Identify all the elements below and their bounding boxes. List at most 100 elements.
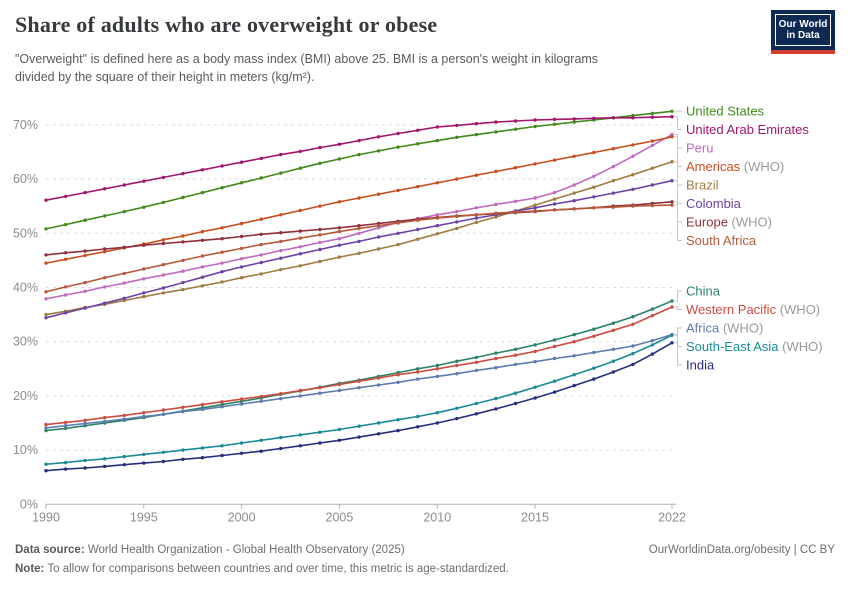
note-text: To allow for comparisons between countri… (44, 563, 509, 575)
series-label-western-pacific-who[interactable]: Western Pacific (WHO) (686, 302, 820, 317)
series-label-brazil[interactable]: Brazil (686, 178, 719, 193)
data-point-china (416, 367, 420, 371)
data-point-europe-who (103, 247, 107, 251)
data-point-united-arab-emirates (63, 194, 68, 199)
data-point-south-africa (396, 221, 400, 225)
data-point-india (44, 469, 48, 473)
data-point-europe-who (318, 227, 322, 232)
series-line-united-states[interactable] (45, 110, 673, 230)
data-point-united-states (357, 152, 361, 157)
data-point-india (670, 341, 674, 345)
x-tick-label: 1995 (130, 510, 158, 524)
data-point-peru (592, 174, 596, 178)
data-point-south-east-asia-who (220, 444, 224, 448)
data-point-united-states (83, 218, 87, 222)
data-point-south-east-asia-who (494, 396, 498, 401)
data-point-africa-who (357, 386, 361, 390)
data-point-colombia (142, 291, 146, 295)
data-point-europe-who (259, 232, 263, 236)
data-point-peru (63, 293, 68, 297)
series-line-south-africa[interactable] (45, 204, 673, 293)
data-point-western-pacific-who (337, 382, 342, 387)
data-point-colombia (122, 296, 127, 300)
series-label-united-arab-emirates[interactable]: United Arab Emirates (686, 122, 809, 137)
data-point-brazil (533, 203, 537, 207)
data-point-colombia (611, 191, 615, 195)
data-point-colombia (259, 260, 263, 265)
data-point-western-pacific-who (200, 402, 205, 407)
data-point-europe-who (63, 251, 68, 255)
data-point-western-pacific-who (318, 386, 322, 390)
x-tick-label: 2022 (658, 510, 686, 524)
series-line-brazil[interactable] (45, 160, 673, 316)
data-point-europe-who (220, 237, 224, 241)
data-point-africa-who (494, 366, 498, 370)
data-point-americas-who (670, 135, 674, 139)
data-point-united-arab-emirates (142, 179, 146, 183)
data-point-brazil (259, 272, 263, 276)
chart-note: Note: To allow for comparisons between c… (15, 563, 835, 575)
legend-connector-south-africa (674, 204, 682, 241)
data-point-americas-who (592, 150, 596, 155)
y-tick-label: 20% (13, 389, 38, 403)
data-point-brazil (181, 287, 185, 292)
data-point-brazil (572, 191, 576, 195)
data-point-united-states (298, 166, 302, 170)
series-label-china[interactable]: China (686, 284, 721, 299)
data-point-united-states (474, 132, 479, 137)
series-label-south-east-asia-who[interactable]: South-East Asia (WHO) (686, 339, 823, 354)
data-point-south-east-asia-who (376, 421, 381, 425)
data-point-united-states (552, 122, 557, 127)
data-point-africa-who (592, 350, 596, 355)
data-point-americas-who (533, 162, 537, 166)
data-point-united-states (376, 149, 381, 153)
series-line-western-pacific-who[interactable] (45, 306, 673, 426)
data-point-south-east-asia-who (63, 460, 68, 465)
data-point-united-arab-emirates (474, 122, 479, 126)
series-label-americas-who[interactable]: Americas (WHO) (686, 159, 784, 174)
data-point-south-east-asia-who (357, 424, 361, 428)
data-point-colombia (298, 252, 302, 256)
data-point-americas-who (552, 158, 557, 162)
legend-connector-brazil (674, 161, 682, 186)
series-label-africa-who[interactable]: Africa (WHO) (686, 321, 763, 336)
data-point-china (474, 355, 479, 360)
series-label-colombia[interactable]: Colombia (686, 196, 742, 211)
series-line-china[interactable] (45, 300, 673, 432)
series-label-united-states[interactable]: United States (686, 104, 765, 119)
data-point-united-arab-emirates (650, 115, 655, 119)
series-label-south-africa[interactable]: South Africa (686, 233, 757, 248)
data-point-south-africa (435, 216, 439, 220)
data-point-peru (279, 248, 283, 253)
data-point-western-pacific-who (455, 363, 459, 368)
data-point-americas-who (474, 173, 479, 177)
data-source-text: World Health Organization - Global Healt… (84, 544, 405, 556)
data-point-africa-who (103, 419, 107, 424)
data-point-peru (142, 277, 146, 281)
data-point-united-states (650, 111, 655, 116)
data-point-colombia (396, 231, 400, 235)
data-point-brazil (357, 251, 361, 255)
data-point-brazil (631, 173, 635, 177)
data-point-south-africa (161, 263, 166, 267)
data-point-india (161, 459, 166, 464)
license-link[interactable]: OurWorldinData.org/obesity | CC BY (648, 544, 835, 556)
data-point-colombia (376, 235, 381, 239)
series-line-peru[interactable] (45, 133, 673, 300)
data-point-africa-who (455, 372, 459, 376)
chart-subtitle: "Overweight" is defined here as a body m… (15, 50, 598, 86)
series-label-europe-who[interactable]: Europe (WHO) (686, 215, 772, 230)
data-point-colombia (220, 270, 224, 274)
data-point-colombia (592, 195, 596, 199)
data-point-peru (259, 253, 263, 257)
series-line-india[interactable] (45, 342, 673, 472)
legend-connector-western-pacific-who (674, 306, 682, 310)
series-label-peru[interactable]: Peru (686, 141, 713, 156)
series-line-united-arab-emirates[interactable] (45, 115, 673, 201)
data-point-united-arab-emirates (279, 152, 283, 157)
data-point-south-east-asia-who (435, 411, 439, 415)
series-label-india[interactable]: India (686, 358, 715, 373)
data-point-western-pacific-who (357, 379, 361, 383)
x-tick-label: 2010 (423, 510, 451, 524)
